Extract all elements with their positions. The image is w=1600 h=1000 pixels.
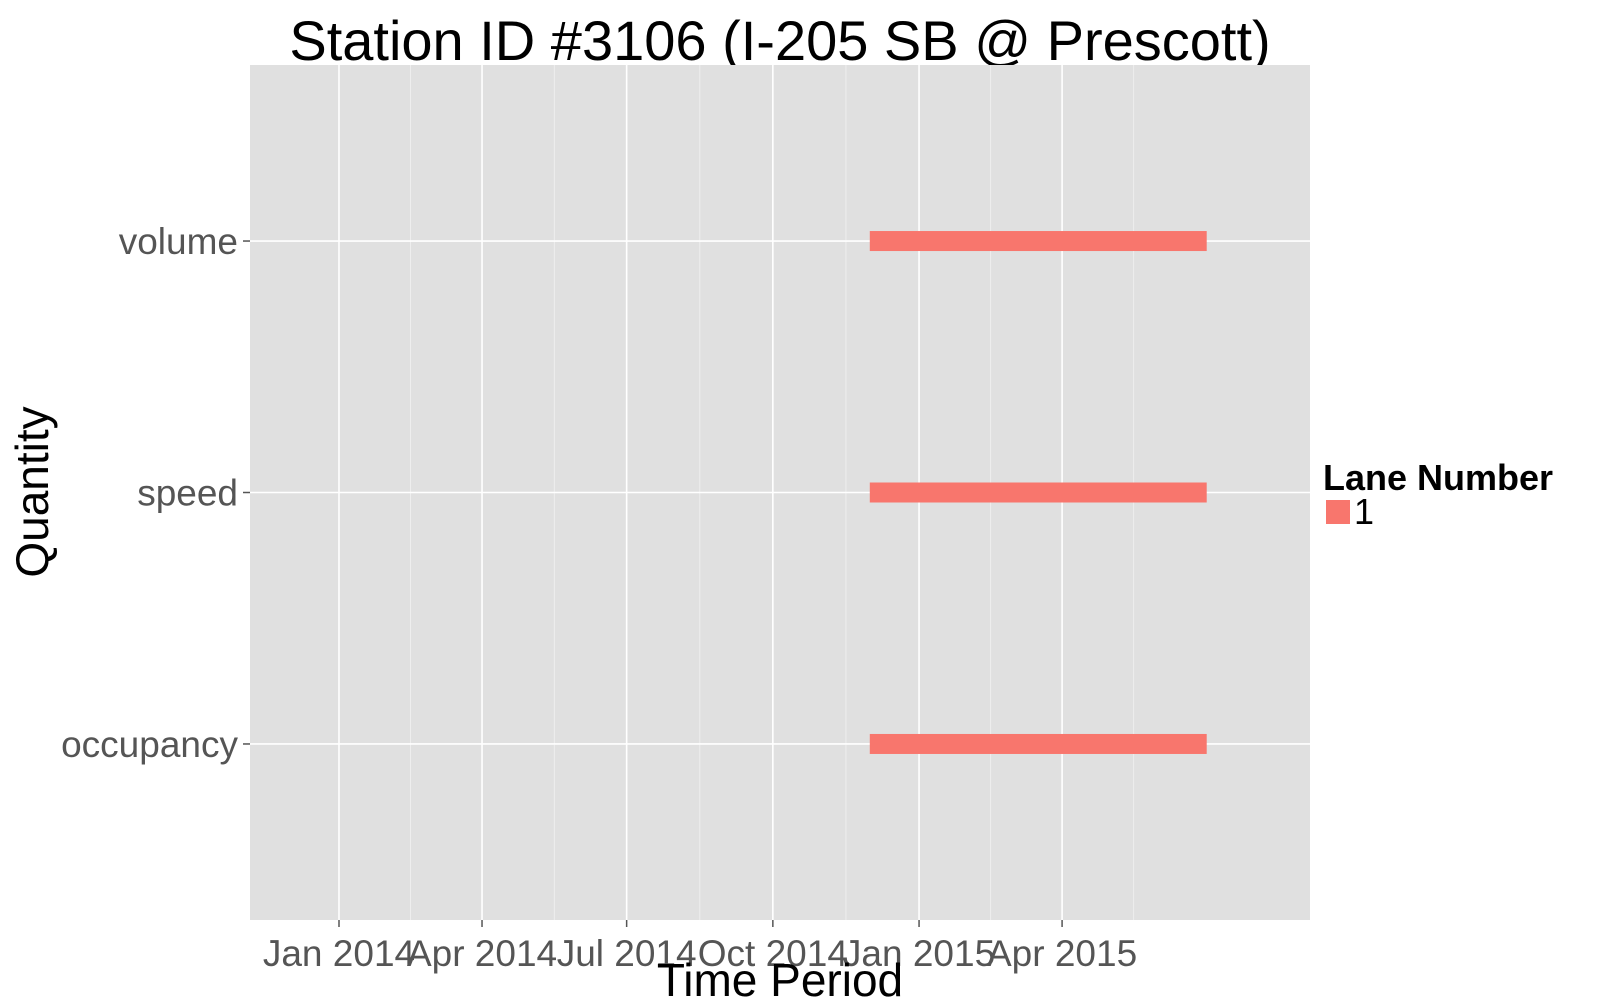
y-tick-label-occupancy: occupancy — [61, 724, 238, 765]
x-tick-label-5: Apr 2015 — [987, 933, 1137, 974]
y-axis: occupancy speed volume — [61, 221, 250, 765]
x-axis-title: Time Period — [657, 954, 903, 1000]
chart-title: Station ID #3106 (I-205 SB @ Prescott) — [289, 9, 1270, 72]
x-tick-label-0: Jan 2014 — [263, 933, 415, 974]
y-tick-label-volume: volume — [119, 221, 238, 262]
x-tick-label-3: Oct 2014 — [698, 933, 848, 974]
legend: Lane Number 1 — [1323, 457, 1553, 532]
x-tick-label-2: Jul 2014 — [557, 933, 697, 974]
x-tick-label-4: Jan 2015 — [843, 933, 995, 974]
bar-volume — [869, 231, 1207, 252]
x-tick-label-1: Apr 2014 — [407, 933, 557, 974]
legend-label-lane-1: 1 — [1354, 491, 1374, 532]
y-tick-label-speed: speed — [137, 473, 238, 514]
legend-key-lane-1 — [1326, 500, 1350, 524]
y-axis-title: Quantity — [6, 406, 58, 577]
bar-speed — [869, 482, 1207, 503]
legend-title: Lane Number — [1323, 457, 1553, 498]
data-bars — [869, 231, 1207, 754]
bar-occupancy — [869, 733, 1207, 754]
